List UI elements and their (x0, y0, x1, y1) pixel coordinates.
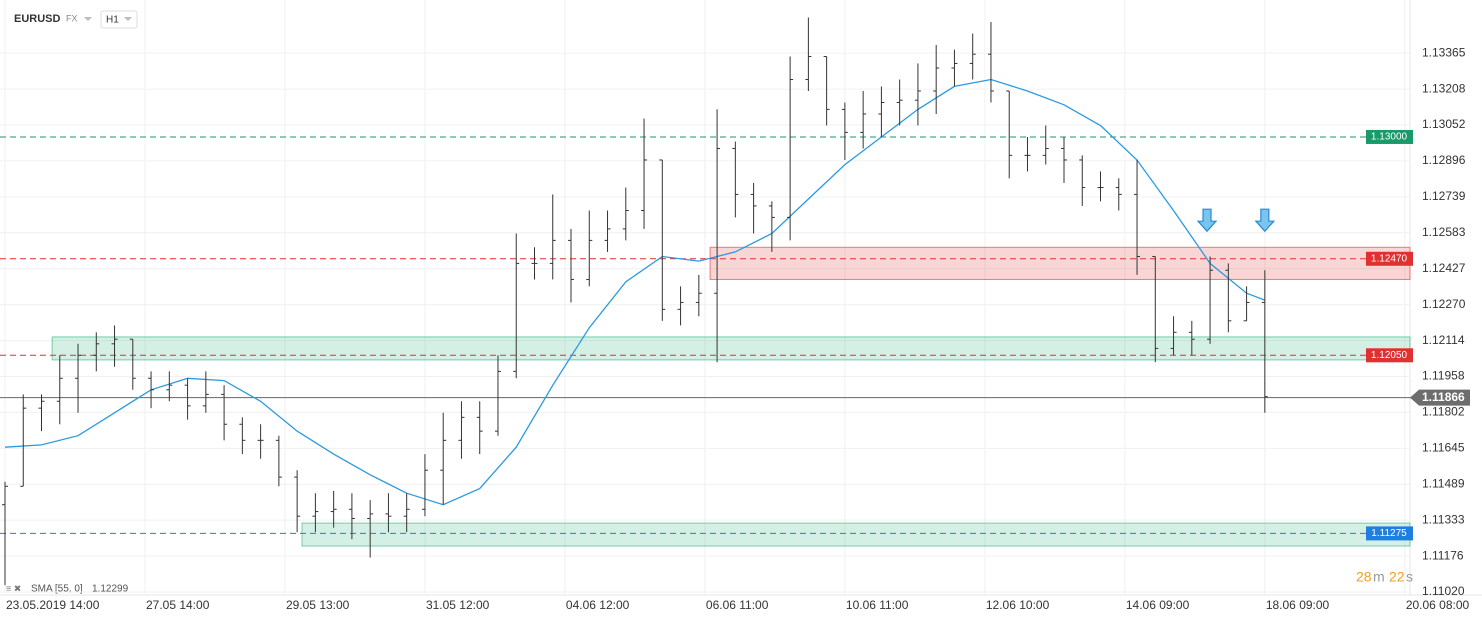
current-price-label: 1.11866 (1422, 390, 1465, 404)
countdown-minutes: 28 (1356, 569, 1372, 585)
indicator-icons[interactable]: ≡ ✖ (6, 583, 21, 593)
level-tag (1366, 526, 1413, 541)
x-tick-label: 12.06 10:00 (986, 598, 1050, 612)
level-label: 1.13000 (1371, 132, 1408, 143)
level-label: 1.12050 (1371, 350, 1408, 361)
interval-button[interactable] (100, 10, 138, 29)
x-tick-label: 10.06 11:00 (846, 598, 909, 612)
countdown-unit: m (1373, 569, 1385, 585)
y-tick-label: 1.12739 (1422, 189, 1466, 203)
y-tick-label: 1.13208 (1422, 81, 1466, 95)
countdown: 28 m 22 s (1356, 569, 1413, 585)
sma-line (4, 78, 1266, 506)
interval[interactable]: H1 (106, 15, 119, 26)
level-tag (1366, 129, 1413, 144)
zone (709, 246, 1411, 280)
symbol[interactable]: EURUSD (14, 13, 61, 25)
x-tick-label: 04.06 12:00 (566, 598, 630, 612)
sma-name: SMA [55, 0] (31, 584, 83, 595)
y-tick-label: 1.13052 (1422, 117, 1466, 131)
x-tick-label: 29.05 13:00 (286, 598, 350, 612)
y-tick-label: 1.12114 (1422, 333, 1465, 347)
market: FX (66, 13, 78, 23)
y-tick-label: 1.12896 (1422, 153, 1466, 167)
signal-arrow (1196, 208, 1218, 233)
y-tick-label: 1.11645 (1422, 441, 1465, 455)
current-price-tag (1410, 389, 1470, 406)
y-tick-label: 1.12270 (1422, 297, 1466, 311)
sma-last: 1.12299 (92, 584, 129, 595)
x-tick-label: 23.05.2019 14:00 (6, 598, 100, 612)
x-tick-label: 27.05 14:00 (146, 598, 210, 612)
x-tick-label: 06.06 11:00 (706, 598, 769, 612)
dropdown-icon[interactable] (124, 17, 132, 21)
dropdown-icon[interactable] (84, 17, 92, 21)
zone (301, 522, 1411, 547)
y-tick-label: 1.11176 (1422, 548, 1464, 562)
level-tag (1366, 251, 1413, 266)
y-tick-label: 1.11802 (1422, 404, 1465, 418)
level-label: 1.12470 (1371, 253, 1408, 264)
level-label: 1.11275 (1371, 528, 1407, 539)
level-tag (1366, 348, 1413, 363)
x-tick-label: 20.06 08:00 (1406, 598, 1470, 612)
x-tick-label: 31.05 12:00 (426, 598, 490, 612)
signal-arrow (1254, 208, 1276, 233)
countdown-seconds: 22 (1389, 569, 1405, 585)
zone (51, 336, 1411, 361)
y-tick-label: 1.11489 (1422, 476, 1465, 490)
countdown-unit: s (1406, 569, 1413, 585)
x-tick-label: 14.06 09:00 (1126, 598, 1190, 612)
x-tick-label: 18.06 09:00 (1266, 598, 1330, 612)
y-tick-label: 1.11958 (1422, 369, 1465, 383)
y-tick-label: 1.11333 (1422, 512, 1465, 526)
y-tick-label: 1.11020 (1422, 584, 1465, 598)
y-tick-label: 1.12427 (1422, 261, 1466, 275)
y-tick-label: 1.13365 (1422, 45, 1466, 59)
y-tick-label: 1.12583 (1422, 225, 1466, 239)
